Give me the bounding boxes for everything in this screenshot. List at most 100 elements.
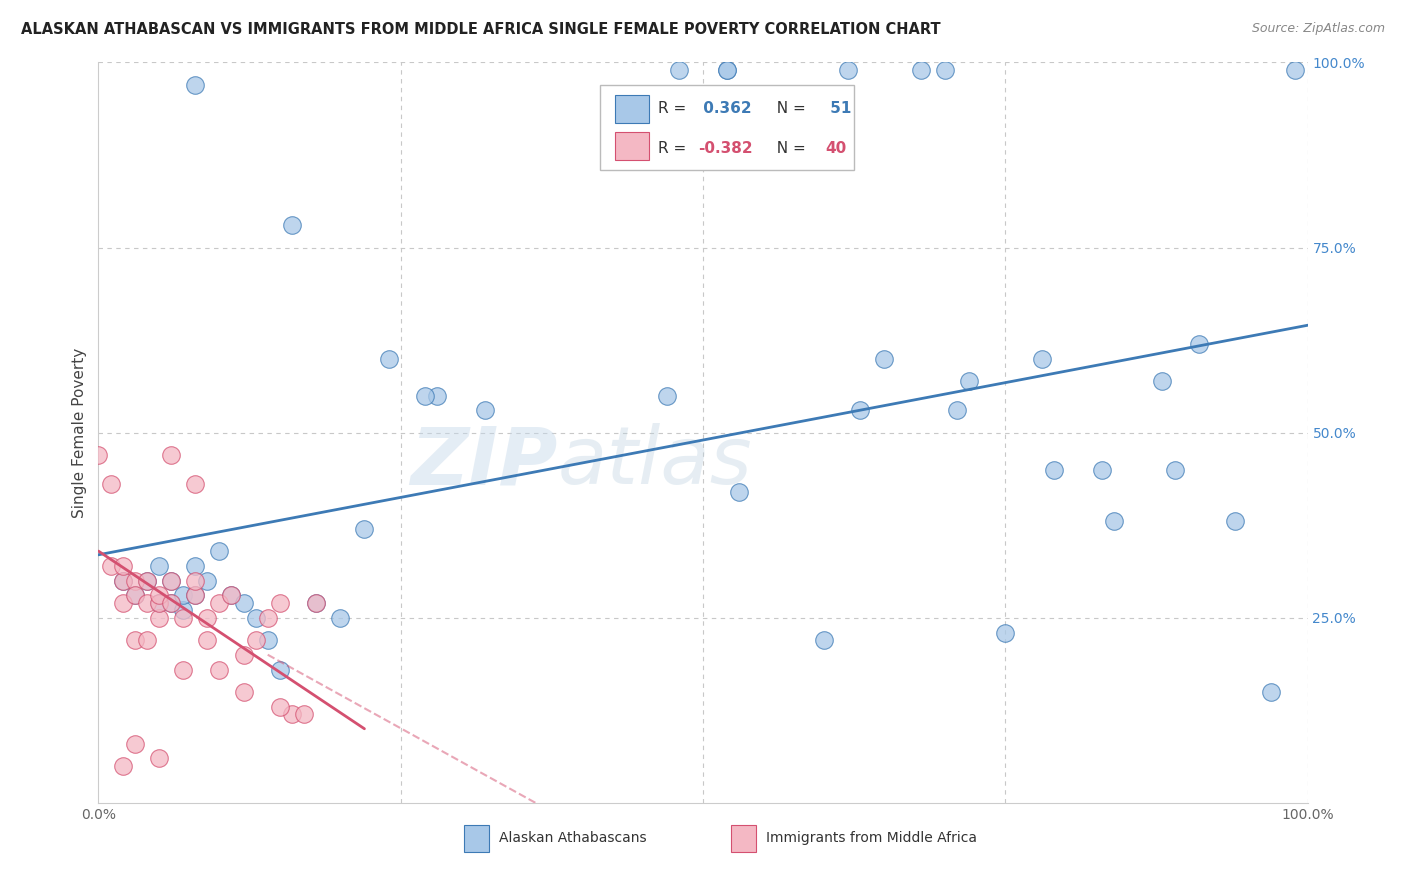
Point xyxy=(1091,462,1114,476)
Point xyxy=(135,574,157,588)
Point xyxy=(111,574,134,588)
Point xyxy=(111,574,134,588)
Point xyxy=(245,610,267,624)
Point xyxy=(256,610,278,624)
Point xyxy=(1042,462,1064,476)
Point xyxy=(148,751,170,765)
Point xyxy=(474,403,496,417)
Point xyxy=(184,589,207,603)
Point xyxy=(124,589,146,603)
Point xyxy=(184,589,207,603)
Bar xyxy=(614,95,648,123)
Point xyxy=(269,699,291,714)
Point xyxy=(172,663,194,677)
Point xyxy=(292,706,315,721)
Point xyxy=(148,610,170,624)
Point xyxy=(849,403,872,417)
Point xyxy=(111,558,134,573)
Point xyxy=(1102,515,1125,529)
Point xyxy=(87,448,110,462)
Point xyxy=(281,219,304,233)
Point xyxy=(135,596,157,610)
Point xyxy=(934,62,956,77)
Point xyxy=(728,484,751,499)
Text: ALASKAN ATHABASCAN VS IMMIGRANTS FROM MIDDLE AFRICA SINGLE FEMALE POVERTY CORREL: ALASKAN ATHABASCAN VS IMMIGRANTS FROM MI… xyxy=(21,22,941,37)
Point xyxy=(668,62,690,77)
Point xyxy=(135,574,157,588)
Point xyxy=(232,648,254,662)
Point xyxy=(160,448,183,462)
Text: 51: 51 xyxy=(825,101,852,116)
Point xyxy=(716,62,738,77)
Point xyxy=(195,610,218,624)
Point xyxy=(111,758,134,772)
Text: N =: N = xyxy=(768,142,811,156)
Point xyxy=(232,596,254,610)
Text: 0.362: 0.362 xyxy=(699,101,752,116)
Point xyxy=(1284,62,1306,77)
Point xyxy=(124,574,146,588)
Point xyxy=(1152,374,1174,388)
Point xyxy=(1223,515,1246,529)
Y-axis label: Single Female Poverty: Single Female Poverty xyxy=(72,348,87,517)
Point xyxy=(946,403,969,417)
Point xyxy=(100,558,122,573)
Point xyxy=(910,62,932,77)
Text: 40: 40 xyxy=(825,142,846,156)
Point xyxy=(208,596,231,610)
FancyBboxPatch shape xyxy=(600,85,855,169)
Point xyxy=(1031,351,1053,366)
Point xyxy=(184,558,207,573)
Point xyxy=(655,388,678,402)
Text: Source: ZipAtlas.com: Source: ZipAtlas.com xyxy=(1251,22,1385,36)
Point xyxy=(1188,336,1211,351)
Point xyxy=(1260,685,1282,699)
Point xyxy=(184,574,207,588)
Point xyxy=(135,632,157,647)
Text: Alaskan Athabascans: Alaskan Athabascans xyxy=(499,831,647,846)
Text: R =: R = xyxy=(658,142,692,156)
Point xyxy=(160,574,183,588)
Point xyxy=(148,596,170,610)
Point xyxy=(160,574,183,588)
Point xyxy=(873,351,896,366)
Point xyxy=(195,632,218,647)
Point xyxy=(195,574,218,588)
Point xyxy=(100,477,122,491)
Point xyxy=(994,625,1017,640)
Point xyxy=(172,589,194,603)
Point xyxy=(256,632,278,647)
Point xyxy=(172,610,194,624)
Point xyxy=(184,477,207,491)
Bar xyxy=(614,132,648,161)
Point xyxy=(305,596,328,610)
Point xyxy=(1163,462,1185,476)
Point xyxy=(813,632,835,647)
Point xyxy=(329,610,352,624)
Point xyxy=(111,596,134,610)
Text: Immigrants from Middle Africa: Immigrants from Middle Africa xyxy=(766,831,977,846)
Text: N =: N = xyxy=(768,101,811,116)
Point xyxy=(837,62,859,77)
Point xyxy=(281,706,304,721)
Point xyxy=(160,596,183,610)
Point xyxy=(221,589,243,603)
Point xyxy=(124,589,146,603)
Point xyxy=(269,596,291,610)
Text: ZIP: ZIP xyxy=(411,423,558,501)
Point xyxy=(184,78,207,92)
Point xyxy=(148,596,170,610)
Point xyxy=(377,351,399,366)
Point xyxy=(124,632,146,647)
Point xyxy=(426,388,449,402)
Text: atlas: atlas xyxy=(558,423,752,501)
Point xyxy=(208,544,231,558)
Point xyxy=(413,388,436,402)
Point xyxy=(269,663,291,677)
Point xyxy=(353,522,375,536)
Point xyxy=(148,558,170,573)
Point xyxy=(208,663,231,677)
Point xyxy=(245,632,267,647)
Point xyxy=(232,685,254,699)
Point xyxy=(172,603,194,617)
